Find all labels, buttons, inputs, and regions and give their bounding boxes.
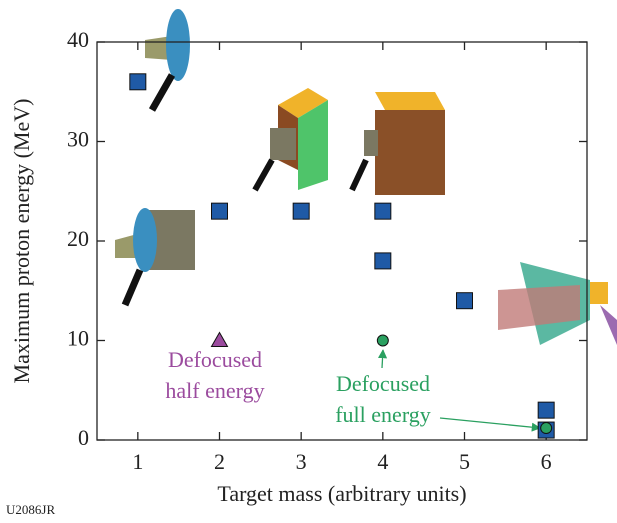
triangle-point	[210, 331, 229, 347]
square-point	[537, 401, 555, 419]
square-point	[374, 252, 392, 270]
square-point	[292, 202, 310, 220]
x-axis-label: Target mass (arbitrary units)	[217, 481, 466, 506]
square-point	[211, 202, 228, 220]
x-tick-label: 3	[296, 449, 307, 474]
x-tick-label: 1	[132, 449, 143, 474]
annotation: half energy	[165, 378, 264, 403]
x-tick-label: 5	[459, 449, 470, 474]
illustrations	[115, 9, 617, 345]
circle-point	[540, 422, 553, 435]
y-tick-label: 30	[67, 127, 89, 152]
square-point	[456, 292, 473, 310]
y-tick-label: 20	[67, 226, 89, 251]
annotation: Defocused	[336, 371, 430, 396]
y-tick-label: 0	[78, 425, 89, 450]
x-tick-label: 6	[541, 449, 552, 474]
y-tick-label: 40	[67, 27, 89, 52]
arrow	[378, 349, 388, 369]
square-point	[374, 202, 392, 220]
x-tick-label: 4	[377, 449, 388, 474]
arrow	[439, 417, 541, 432]
annotation: full energy	[335, 402, 431, 427]
y-tick-label: 10	[67, 326, 89, 351]
figure-id: U2086JR	[6, 502, 55, 517]
y-axis-label: Maximum proton energy (MeV)	[9, 99, 34, 384]
circle-point	[376, 334, 389, 347]
square-point	[129, 73, 147, 91]
x-tick-label: 2	[214, 449, 225, 474]
annotation: Defocused	[168, 347, 262, 372]
